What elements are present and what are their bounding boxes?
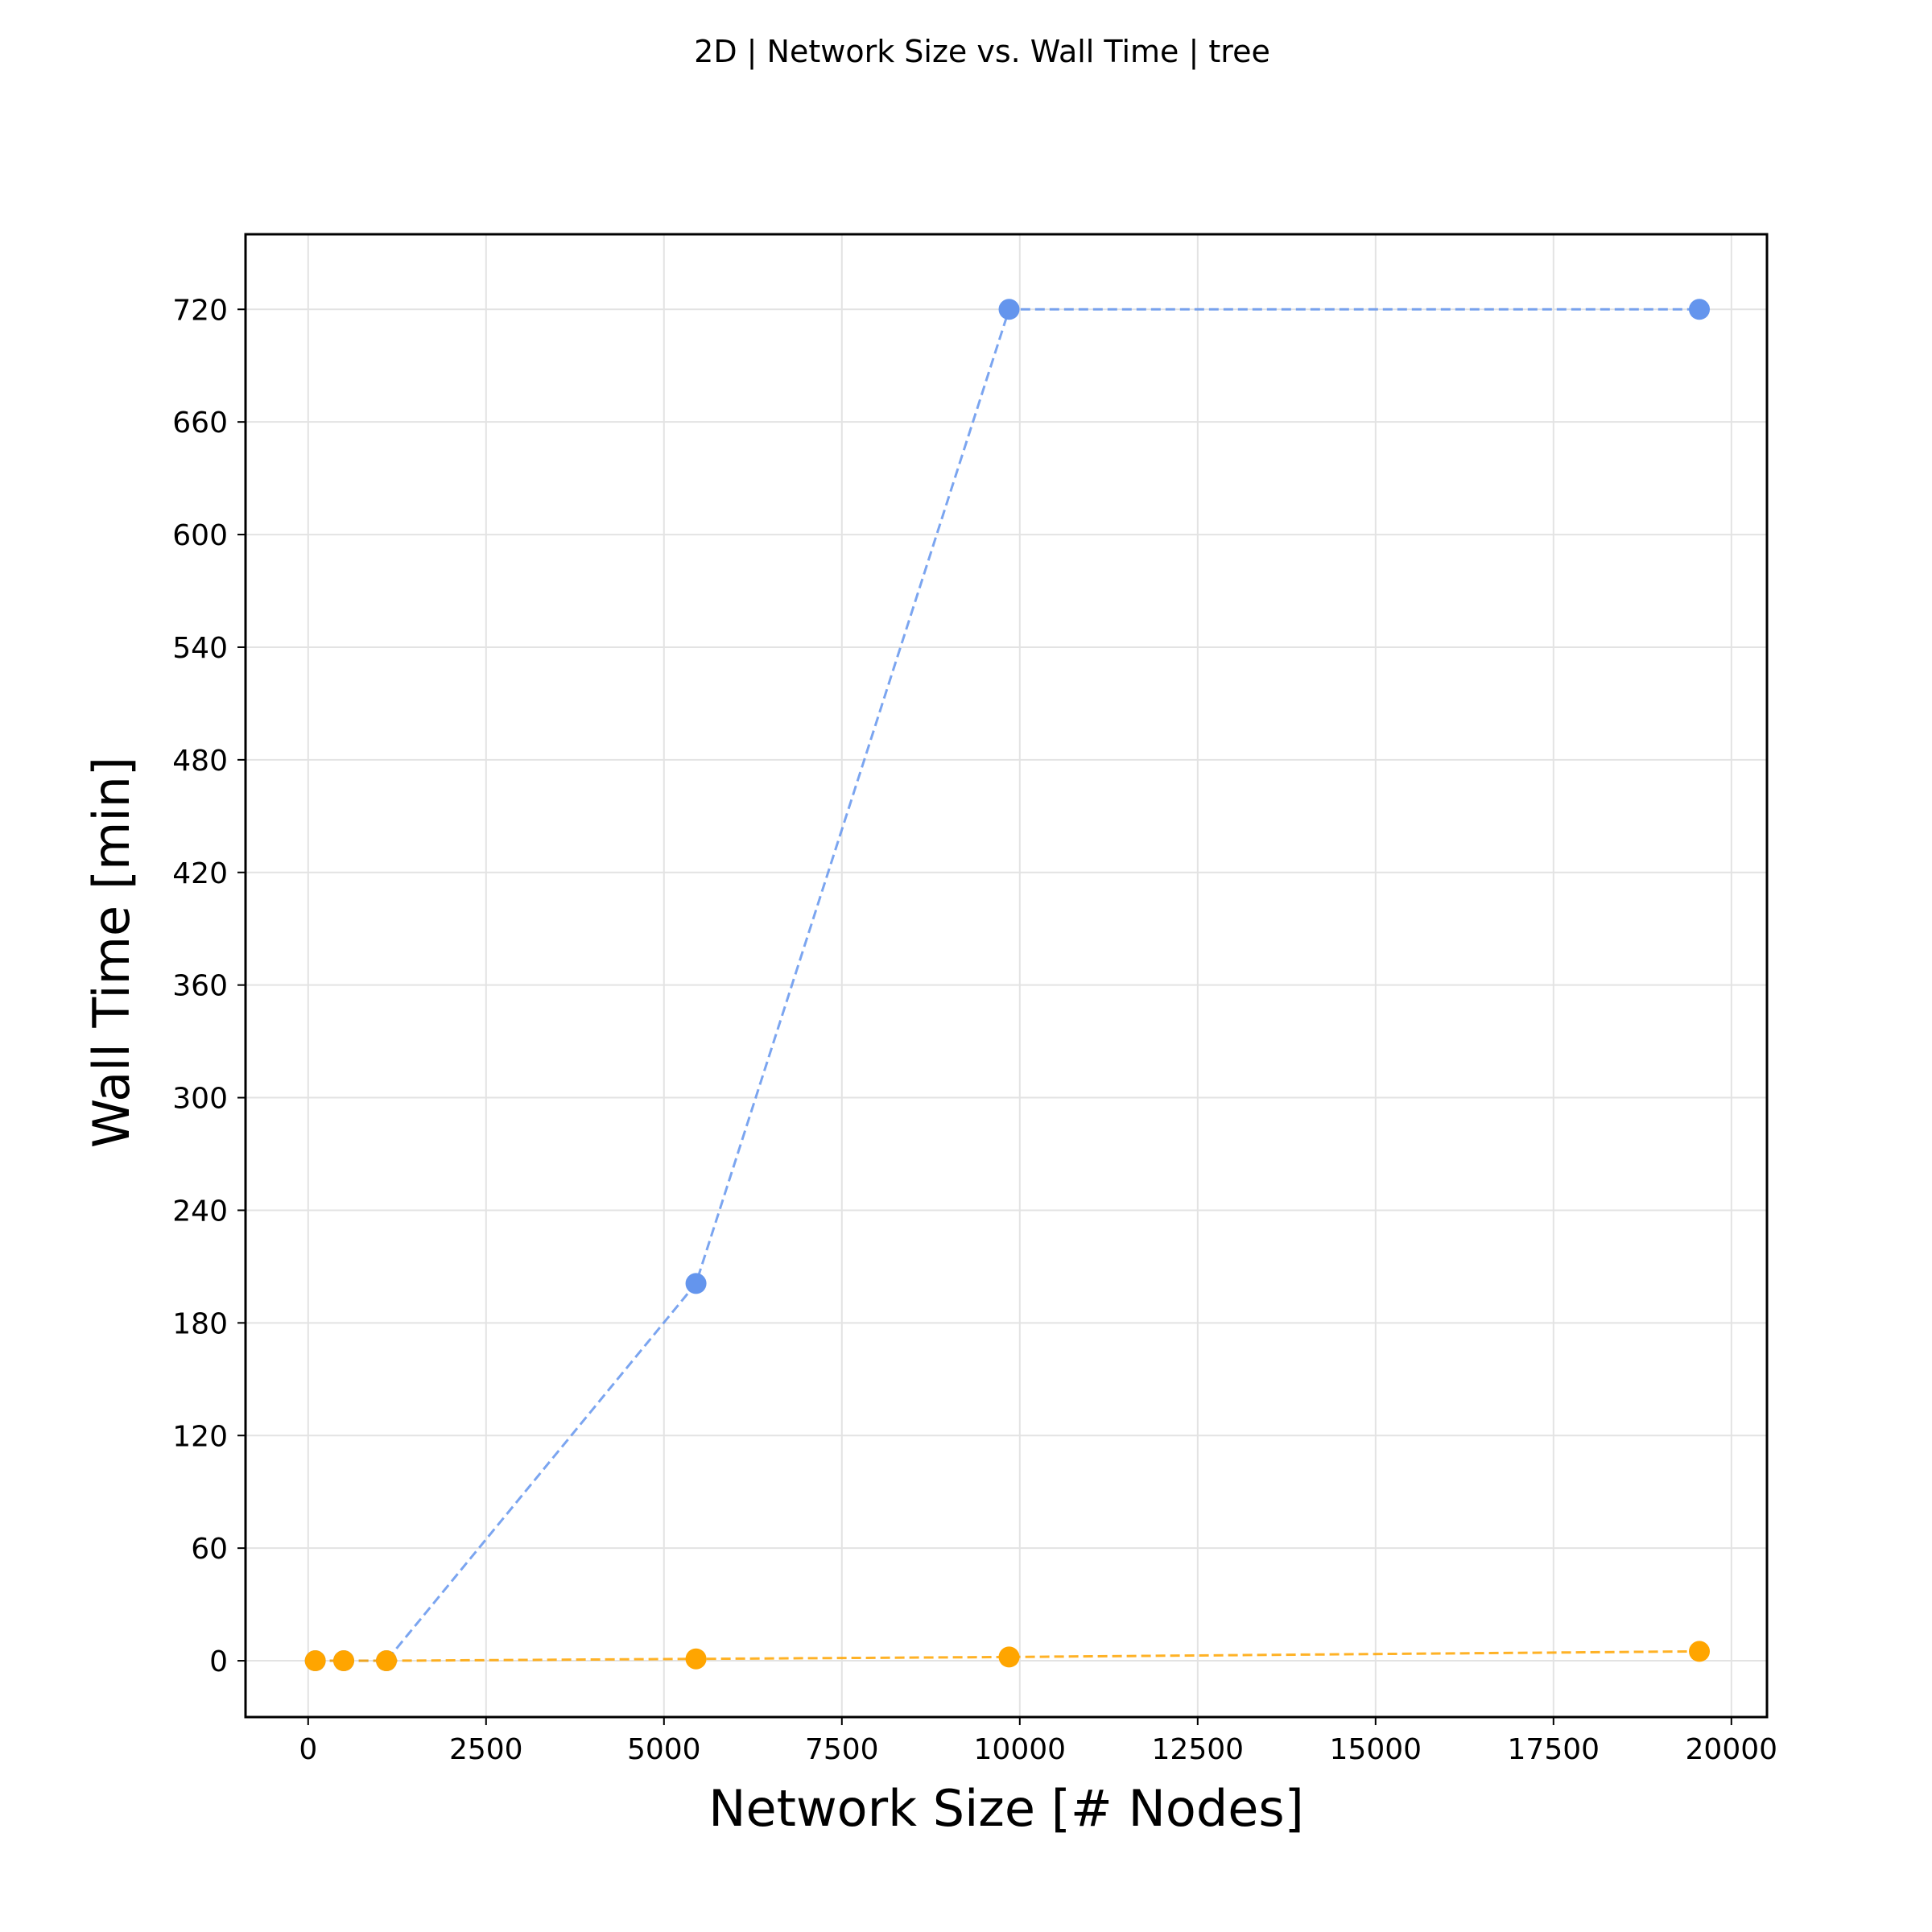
x-tick-label: 0 <box>299 1733 317 1766</box>
y-tick-label: 720 <box>172 294 228 327</box>
data-point <box>332 1650 354 1672</box>
x-tick-label: 20000 <box>1686 1733 1778 1766</box>
series-group <box>304 299 1711 1672</box>
plot-frame <box>244 233 1769 1719</box>
data-point <box>685 1273 707 1294</box>
y-tick-label: 180 <box>172 1307 228 1340</box>
y-tick-label: 360 <box>172 970 228 1003</box>
data-point <box>304 1650 326 1672</box>
y-tick-label: 600 <box>172 519 228 552</box>
y-tick-label: 0 <box>209 1645 228 1678</box>
x-tick-label: 15000 <box>1330 1733 1422 1766</box>
x-tick-label: 12500 <box>1152 1733 1245 1766</box>
y-tick-label: 480 <box>172 745 228 778</box>
x-tick-label: 10000 <box>974 1733 1067 1766</box>
x-tick-label: 2500 <box>449 1733 523 1766</box>
y-tick-label: 300 <box>172 1083 228 1116</box>
x-tick-label: 17500 <box>1508 1733 1600 1766</box>
data-point <box>998 1646 1020 1668</box>
data-point <box>1689 299 1711 320</box>
data-point <box>685 1648 707 1670</box>
series-2 <box>304 1641 1711 1672</box>
y-tick-label: 120 <box>172 1420 228 1453</box>
tick-group: 0 2500 5000 7500 10000 12500 15000 17500 20000 0 6… <box>172 294 1777 1766</box>
y-tick-label: 660 <box>172 407 228 440</box>
data-point <box>1689 1641 1711 1662</box>
y-tick-label: 240 <box>172 1195 228 1228</box>
y-axis-label: Wall Time [min] <box>82 757 141 1148</box>
x-axis-label: Network Size [# Nodes] <box>708 1779 1304 1838</box>
y-tick-label: 420 <box>172 857 228 890</box>
y-tick-label: 540 <box>172 632 228 665</box>
y-tick-label: 60 <box>191 1533 228 1566</box>
x-tick-label: 7500 <box>805 1733 879 1766</box>
chart-title: 2D | Network Size vs. Wall Time | tree <box>694 34 1270 70</box>
data-point <box>998 299 1020 320</box>
x-tick-label: 5000 <box>627 1733 701 1766</box>
data-point <box>376 1650 398 1672</box>
